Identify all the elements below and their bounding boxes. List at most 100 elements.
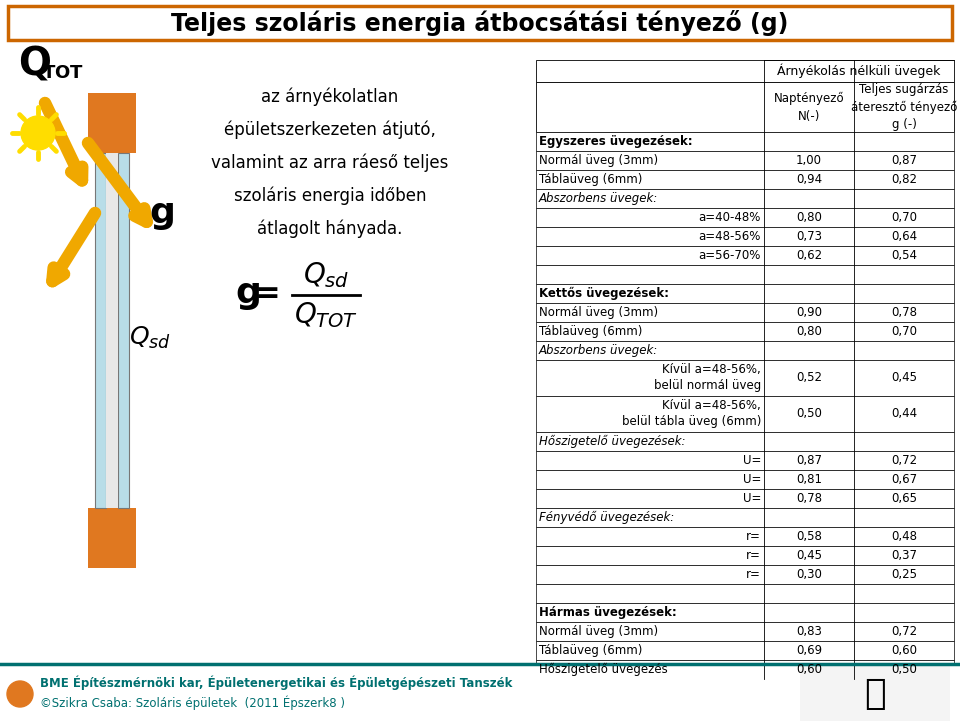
- Text: Kívül a=48-56%,
belül tábla üveg (6mm): Kívül a=48-56%, belül tábla üveg (6mm): [622, 400, 761, 429]
- FancyBboxPatch shape: [536, 284, 954, 303]
- Text: U=: U=: [743, 492, 761, 505]
- Text: Táblaüveg (6mm): Táblaüveg (6mm): [539, 173, 642, 186]
- Text: 0,78: 0,78: [891, 306, 917, 319]
- Circle shape: [21, 116, 55, 150]
- Text: r=: r=: [746, 549, 761, 562]
- Text: a=40-48%: a=40-48%: [699, 211, 761, 224]
- Text: $\mathbf{TOT}$: $\mathbf{TOT}$: [42, 64, 84, 82]
- FancyBboxPatch shape: [536, 584, 954, 603]
- FancyBboxPatch shape: [536, 132, 954, 151]
- Text: Hőszigetelő üvegezések:: Hőszigetelő üvegezések:: [539, 435, 685, 448]
- FancyBboxPatch shape: [536, 360, 954, 396]
- Text: 0,25: 0,25: [891, 568, 917, 581]
- Text: 0,37: 0,37: [891, 549, 917, 562]
- FancyBboxPatch shape: [88, 508, 136, 568]
- Text: 0,90: 0,90: [796, 306, 822, 319]
- FancyBboxPatch shape: [536, 546, 954, 565]
- FancyBboxPatch shape: [536, 508, 954, 527]
- Text: a=56-70%: a=56-70%: [699, 249, 761, 262]
- Text: 0,45: 0,45: [891, 372, 917, 385]
- Text: 0,72: 0,72: [891, 625, 917, 638]
- Text: $Q_{sd}$: $Q_{sd}$: [129, 325, 171, 351]
- Text: Táblaüveg (6mm): Táblaüveg (6mm): [539, 325, 642, 338]
- Text: 0,45: 0,45: [796, 549, 822, 562]
- FancyBboxPatch shape: [536, 622, 954, 641]
- Text: $\mathbf{Q}$: $\mathbf{Q}$: [18, 43, 51, 82]
- FancyBboxPatch shape: [536, 396, 954, 432]
- Text: Naptényező
N(-): Naptényező N(-): [774, 91, 844, 123]
- Text: BME Építészmérnöki kar, Épületenergetikai és Épületgépészeti Tanszék: BME Építészmérnöki kar, Épületenergetika…: [40, 676, 513, 690]
- Text: 0,83: 0,83: [796, 625, 822, 638]
- Text: g: g: [235, 276, 261, 310]
- Text: 0,70: 0,70: [891, 325, 917, 338]
- Text: 0,60: 0,60: [796, 663, 822, 676]
- FancyBboxPatch shape: [536, 227, 954, 246]
- FancyBboxPatch shape: [536, 565, 954, 584]
- Text: 0,54: 0,54: [891, 249, 917, 262]
- Text: Hőszigetelő üvegezés: Hőszigetelő üvegezés: [539, 663, 668, 676]
- Text: 0,81: 0,81: [796, 473, 822, 486]
- Text: 0,60: 0,60: [891, 644, 917, 657]
- FancyBboxPatch shape: [536, 322, 954, 341]
- FancyBboxPatch shape: [536, 208, 954, 227]
- Text: Abszorbens üvegek:: Abszorbens üvegek:: [539, 192, 659, 205]
- Text: r=: r=: [746, 530, 761, 543]
- Text: $Q_{sd}$: $Q_{sd}$: [302, 260, 349, 290]
- Text: 🏛: 🏛: [864, 677, 886, 711]
- Text: 0,72: 0,72: [891, 454, 917, 467]
- Text: 0,80: 0,80: [796, 325, 822, 338]
- Text: 0,87: 0,87: [891, 154, 917, 167]
- Text: 0,87: 0,87: [796, 454, 822, 467]
- Text: 0,78: 0,78: [796, 492, 822, 505]
- Text: g: g: [149, 196, 175, 230]
- Text: 0,94: 0,94: [796, 173, 822, 186]
- FancyBboxPatch shape: [536, 451, 954, 470]
- Text: Normál üveg (3mm): Normál üveg (3mm): [539, 306, 659, 319]
- Text: Hármas üvegezések:: Hármas üvegezések:: [539, 606, 677, 619]
- FancyBboxPatch shape: [536, 432, 954, 451]
- Text: 0,70: 0,70: [891, 211, 917, 224]
- Text: r=: r=: [746, 568, 761, 581]
- FancyBboxPatch shape: [0, 665, 960, 723]
- Text: 0,50: 0,50: [891, 663, 917, 676]
- Text: Egyszeres üvegezések:: Egyszeres üvegezések:: [539, 135, 692, 148]
- FancyBboxPatch shape: [106, 153, 118, 508]
- FancyBboxPatch shape: [88, 93, 136, 153]
- FancyBboxPatch shape: [536, 60, 954, 82]
- Circle shape: [7, 681, 33, 707]
- FancyBboxPatch shape: [118, 153, 129, 508]
- Text: 0,58: 0,58: [796, 530, 822, 543]
- FancyBboxPatch shape: [536, 170, 954, 189]
- FancyBboxPatch shape: [536, 489, 954, 508]
- Text: 0,44: 0,44: [891, 408, 917, 421]
- Text: U=: U=: [743, 454, 761, 467]
- Text: az árnyékolatlan
épületszerkezeten átjutó,
valamint az arra ráeső teljes
szolári: az árnyékolatlan épületszerkezeten átjut…: [211, 87, 448, 239]
- FancyBboxPatch shape: [536, 189, 954, 208]
- Text: Teljes szoláris energia átbocsátási tényező (g): Teljes szoláris energia átbocsátási tény…: [171, 10, 789, 36]
- FancyBboxPatch shape: [536, 246, 954, 265]
- Text: $Q_{TOT}$: $Q_{TOT}$: [294, 300, 358, 330]
- FancyBboxPatch shape: [536, 641, 954, 660]
- FancyBboxPatch shape: [536, 82, 954, 132]
- Text: 0,64: 0,64: [891, 230, 917, 243]
- FancyBboxPatch shape: [95, 153, 106, 508]
- Text: 1,00: 1,00: [796, 154, 822, 167]
- Text: ©Szikra Csaba: Szoláris épületek  (2011 Épszerk8 ): ©Szikra Csaba: Szoláris épületek (2011 É…: [40, 696, 345, 710]
- FancyBboxPatch shape: [8, 6, 952, 40]
- Text: Normál üveg (3mm): Normál üveg (3mm): [539, 154, 659, 167]
- Text: 0,52: 0,52: [796, 372, 822, 385]
- Text: 0,50: 0,50: [796, 408, 822, 421]
- Text: 0,67: 0,67: [891, 473, 917, 486]
- FancyBboxPatch shape: [536, 527, 954, 546]
- Text: 0,65: 0,65: [891, 492, 917, 505]
- FancyBboxPatch shape: [536, 660, 954, 679]
- FancyBboxPatch shape: [536, 265, 954, 284]
- FancyBboxPatch shape: [536, 341, 954, 360]
- Text: 0,80: 0,80: [796, 211, 822, 224]
- Text: Árnyékolás nélküli üvegek: Árnyékolás nélküli üvegek: [778, 64, 941, 78]
- FancyBboxPatch shape: [536, 303, 954, 322]
- Text: Teljes sugárzás
áteresztő tényező
g (-): Teljes sugárzás áteresztő tényező g (-): [851, 83, 957, 131]
- FancyBboxPatch shape: [800, 666, 950, 721]
- Text: a=48-56%: a=48-56%: [699, 230, 761, 243]
- FancyBboxPatch shape: [536, 470, 954, 489]
